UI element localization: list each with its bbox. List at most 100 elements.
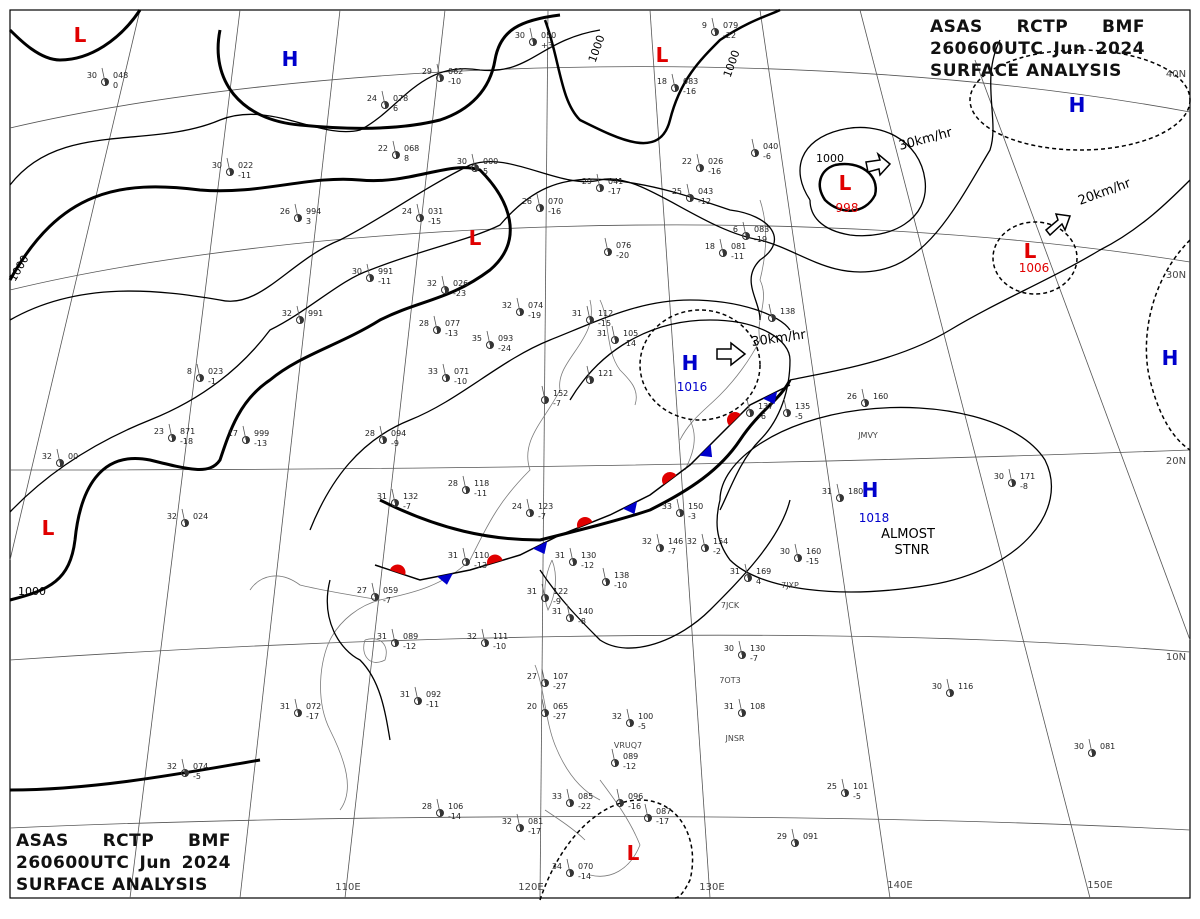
wind-barb [371,582,376,598]
cloud-cover-fill [246,436,250,444]
station-plot: 29 091 [777,828,818,847]
low-pressure-center: L [1024,239,1037,263]
cloud-cover-fill [742,709,746,717]
cloud-cover-fill [590,376,594,384]
cloud-cover-fill [620,799,624,807]
station-plot: 32 154-2 [687,533,728,556]
wind-barb [471,153,476,169]
cloud-cover-fill [466,558,470,566]
wind-barb [1008,468,1013,484]
cloud-cover-fill [370,274,374,282]
station-temperature: 24 [402,207,412,216]
station-temperature: 24 [367,94,377,103]
station-pressure-tendency: -19 [528,311,541,320]
station-pressure: 116 [958,682,973,691]
station-pressure: 160 [873,392,888,401]
station-temperature: 31 [527,587,537,596]
cloud-cover-fill [570,614,574,622]
station-pressure: 991 [378,267,393,276]
low-pressure-center: L [627,841,640,865]
wind-barb [586,305,591,321]
station-pressure-tendency: -19 [754,235,767,244]
station-temperature: 31 [822,487,832,496]
month-label: Jun [139,853,172,873]
station-pressure: 074 [193,762,208,771]
station-pressure-tendency: -14 [623,339,636,348]
station-temperature: 25 [827,782,837,791]
station-temperature: 8 [187,367,192,376]
station-pressure-tendency: -15 [428,217,441,226]
station-temperature: 9 [702,21,707,30]
wind-barb [602,567,607,583]
station-plot: 20 065-27 [527,698,568,721]
central-pressure-value: 1006 [1019,261,1050,275]
station-pressure: 152 [553,389,568,398]
wind-barb [616,788,621,804]
station-temperature: 31 [724,702,734,711]
cloud-cover-fill [396,151,400,159]
cold-front-symbol [532,541,548,554]
wind-barb [644,803,649,819]
wind-barb [744,563,749,579]
cloud-cover-fill [298,709,302,717]
station-temperature: 35 [472,334,482,343]
station-pressure: 160 [806,547,821,556]
station-plot: 33 150-3 [662,498,703,521]
station-pressure: 081 [1100,742,1115,751]
station-plot: 30 050+3 [515,27,556,50]
cloud-cover-fill [520,824,524,832]
station-pressure: 072 [306,702,321,711]
station-pressure-tendency: 0 [113,81,118,90]
station-temperature: 32 [502,817,512,826]
station-temperature: 22 [682,157,692,166]
station-pressure: 070 [548,197,563,206]
station-temperature: 32 [467,632,477,641]
station-pressure: 999 [254,429,269,438]
station-plot: 135-5 [783,398,810,421]
station-plot: 32 111-10 [467,628,508,651]
wind-barb [181,508,186,524]
station-plot: 31 089-12 [377,628,418,651]
station-temperature: 30 [212,161,222,170]
station-pressure-tendency: -15 [598,319,611,328]
cloud-cover-fill [600,184,604,192]
station-pressure-tendency: -20 [616,251,629,260]
station-temperature: 30 [724,644,734,653]
station-pressure-tendency: -14 [448,812,461,821]
wind-barb [742,221,747,237]
latitude-label: 30N [1166,270,1186,281]
cloud-cover-fill [750,409,754,417]
cold-front-symbol [622,501,638,514]
cloud-cover-fill [845,789,849,797]
station-pressure-tendency: -7 [403,502,411,511]
station-pressure-tendency: -12 [698,197,711,206]
wind-barb [719,238,724,254]
station-plot: 18 083-16 [657,73,698,96]
station-temperature: 6 [733,225,738,234]
cloud-cover-fill [840,494,844,502]
station-plot: 30 116 [932,678,973,697]
station-pressure: 050 [541,31,556,40]
station-temperature: 29 [582,177,592,186]
station-pressure: 094 [391,429,406,438]
wind-barb [181,758,186,774]
cloud-cover-fill [675,84,679,92]
wind-barb [441,275,446,291]
wind-barb [529,27,534,43]
wind-barb [701,533,706,549]
station-temperature: 32 [42,452,52,461]
station-temperature: 31 [448,551,458,560]
station-temperature: 26 [280,207,290,216]
station-temperature: 30 [780,547,790,556]
cloud-cover-fill [723,249,727,257]
cloud-cover-fill [230,168,234,176]
station-temperature: 26 [522,197,532,206]
station-temperature: 28 [365,429,375,438]
ship-identifier: JNSR [725,734,745,743]
station-pressure: 077 [445,319,460,328]
wind-barb [442,363,447,379]
station-pressure-tendency: -7 [668,547,676,556]
station-temperature: 30 [87,71,97,80]
wind-barb [541,583,546,599]
